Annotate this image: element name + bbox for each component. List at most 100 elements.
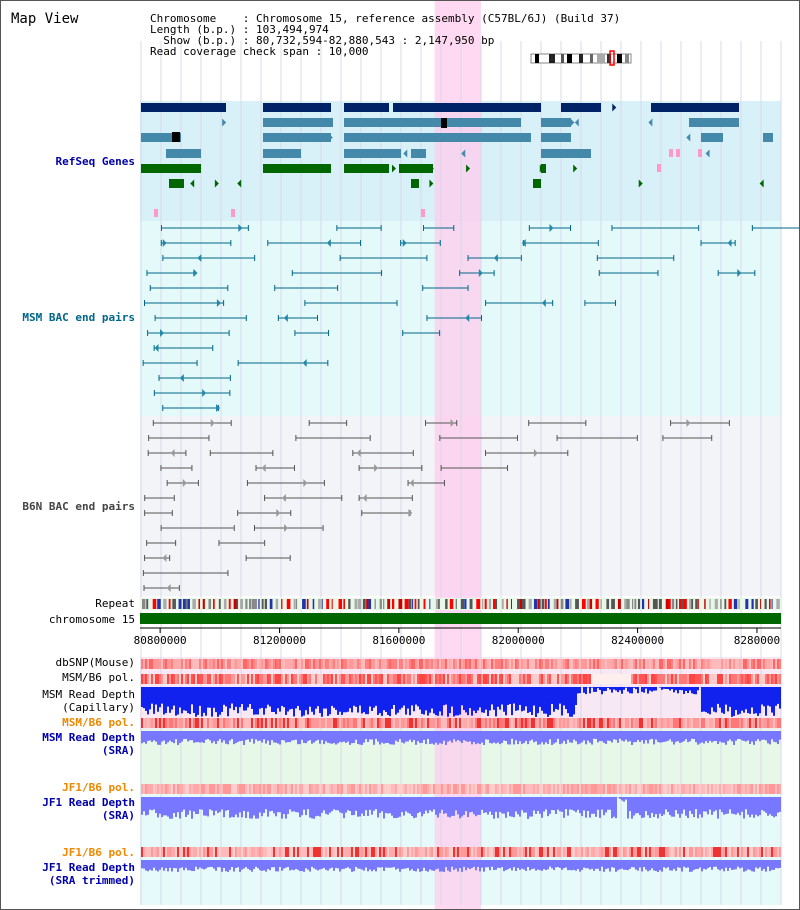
depth-bar	[313, 731, 315, 743]
depth-bar	[569, 860, 571, 871]
heat-cell	[239, 847, 241, 857]
heat-cell	[737, 674, 739, 684]
heat-cell	[283, 659, 285, 669]
heat-cell	[571, 784, 573, 794]
heat-cell	[689, 674, 691, 684]
heat-cell	[461, 784, 463, 794]
heat-cell	[527, 659, 529, 669]
heat-cell	[317, 718, 319, 728]
track-label: dbSNP(Mouse)	[56, 656, 135, 669]
heat-cell	[607, 847, 609, 857]
depth-bar	[553, 687, 555, 712]
depth-bar	[441, 687, 443, 716]
heat-cell	[369, 674, 371, 684]
heat-cell	[355, 659, 357, 669]
heat-cell	[575, 659, 577, 669]
heat-cell	[507, 784, 509, 794]
heat-cell	[675, 659, 677, 669]
track-label: (SRA)	[102, 809, 135, 822]
depth-bar	[595, 860, 597, 869]
depth-bar	[153, 797, 155, 810]
heat-cell	[255, 659, 257, 669]
depth-bar	[293, 860, 295, 871]
heat-cell	[197, 674, 199, 684]
repeat-mark	[312, 599, 315, 609]
depth-bar	[235, 731, 237, 744]
depth-bar	[325, 860, 327, 870]
depth-bar	[255, 731, 257, 740]
depth-bar	[605, 731, 607, 744]
heat-cell	[207, 847, 209, 857]
heat-cell	[309, 784, 311, 794]
depth-bar	[345, 797, 347, 813]
depth-bar	[157, 860, 159, 872]
heat-cell	[695, 847, 697, 857]
heat-cell	[315, 718, 317, 728]
heat-cell	[749, 847, 751, 857]
depth-bar	[537, 687, 539, 714]
depth-bar	[587, 860, 589, 869]
depth-bar	[373, 797, 375, 811]
depth-bar	[223, 687, 225, 705]
heat-cell	[297, 784, 299, 794]
depth-bar	[293, 731, 295, 741]
depth-bar	[465, 797, 467, 812]
heat-cell	[759, 718, 761, 728]
depth-bar	[305, 731, 307, 744]
heat-cell	[691, 784, 693, 794]
depth-bar	[557, 687, 559, 710]
depth-bar	[407, 731, 409, 742]
heat-cell	[337, 847, 339, 857]
depth-bar	[203, 687, 205, 713]
depth-bar	[435, 860, 437, 870]
heat-cell	[575, 674, 577, 684]
depth-bar	[327, 687, 329, 716]
depth-bar	[333, 797, 335, 810]
heat-cell	[373, 718, 375, 728]
depth-bar	[473, 687, 475, 711]
heat-cell	[779, 659, 781, 669]
depth-bar	[675, 797, 677, 811]
heat-cell	[175, 847, 177, 857]
depth-bar	[511, 687, 513, 716]
heat-cell	[191, 847, 193, 857]
heat-cell	[729, 784, 731, 794]
jf1-b6-pol-strip-sra	[141, 784, 781, 794]
heat-cell	[557, 674, 559, 684]
depth-bar	[759, 797, 761, 816]
heat-cell	[739, 847, 741, 857]
axis-tick-label: 81200000	[253, 634, 306, 647]
heat-cell	[305, 718, 307, 728]
heat-cell	[559, 718, 561, 728]
depth-bar	[763, 797, 765, 812]
repeat-mark	[185, 599, 187, 609]
heat-cell	[183, 847, 185, 857]
heat-cell	[433, 659, 435, 669]
axis-tick-label: 81600000	[372, 634, 425, 647]
gene-direction-arrow	[367, 149, 372, 158]
heat-cell	[273, 784, 275, 794]
depth-bar	[707, 860, 709, 869]
depth-bar	[757, 860, 759, 869]
heat-cell	[425, 784, 427, 794]
depth-bar	[299, 860, 301, 872]
gene-direction-arrow	[472, 103, 477, 112]
heat-cell	[587, 659, 589, 669]
heat-cell	[397, 659, 399, 669]
depth-bar	[571, 797, 573, 810]
show-range-info: Show (b.p.) : 80,732,594-82,880,543 : 2,…	[150, 34, 495, 47]
depth-bar	[533, 860, 535, 869]
depth-bar	[665, 860, 667, 869]
heat-cell	[729, 847, 731, 857]
depth-bar	[657, 860, 659, 872]
heat-cell	[295, 784, 297, 794]
depth-bar	[375, 687, 377, 706]
depth-bar	[389, 797, 391, 814]
depth-bar	[323, 860, 325, 868]
heat-cell	[705, 659, 707, 669]
depth-bar	[545, 860, 547, 871]
heat-cell	[391, 659, 393, 669]
depth-bar	[157, 731, 159, 745]
heat-cell	[709, 674, 711, 684]
